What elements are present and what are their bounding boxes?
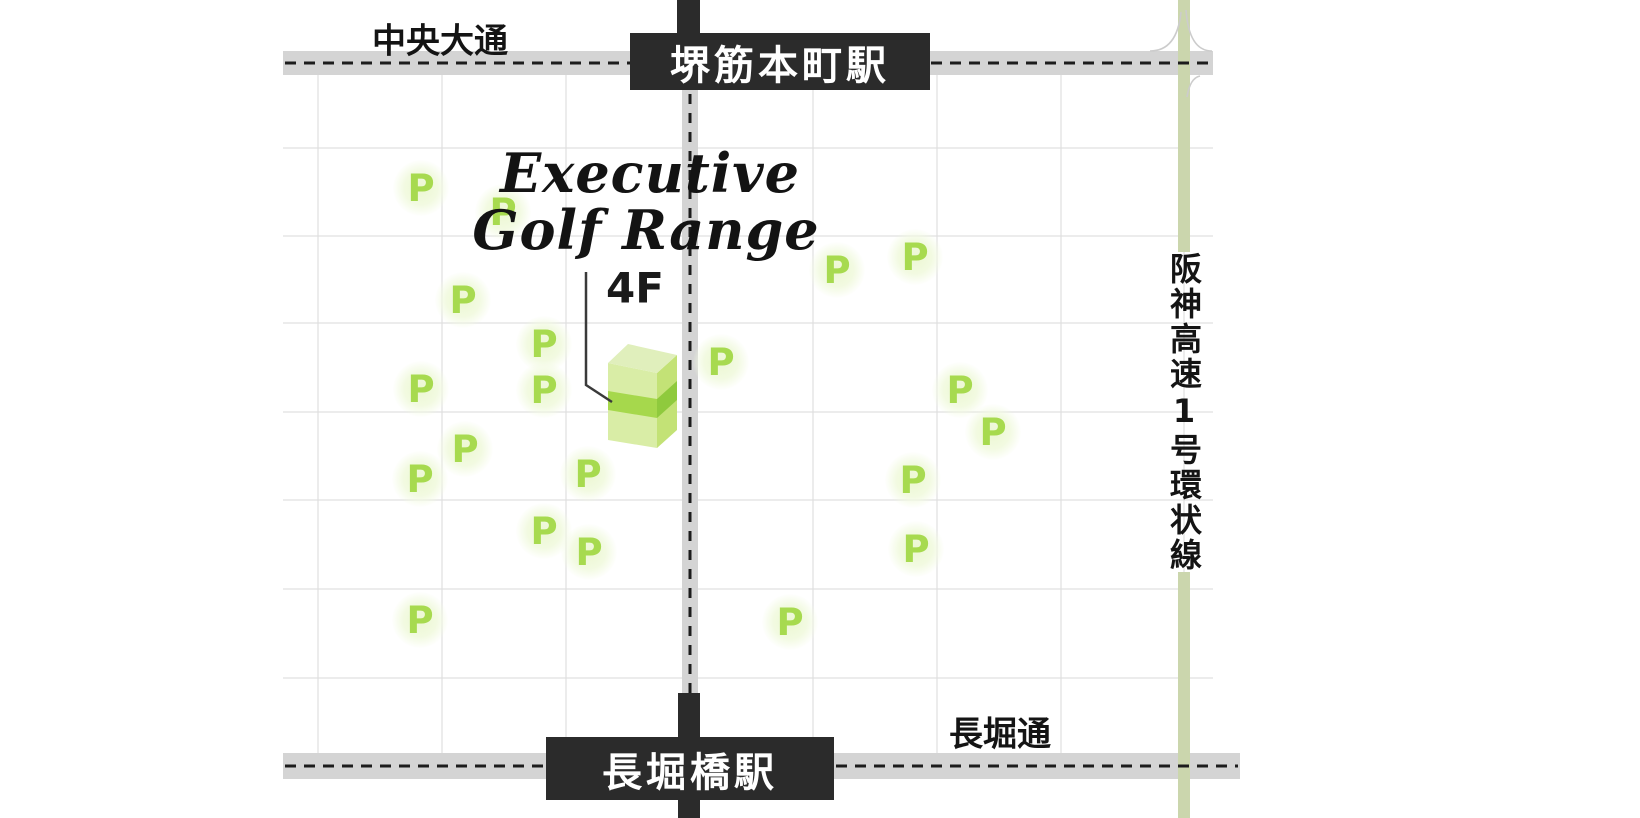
expressway-segment-top [1178,0,1190,252]
parking-letter: P [530,368,558,412]
parking-icon: P [809,242,865,298]
parking-letter: P [451,427,479,471]
parking-letter: P [406,457,434,501]
venue-title-line2: Golf Range [472,198,820,262]
parking-letter: P [979,410,1007,454]
parking-icon: P [561,524,617,580]
building-front-band-4f [608,391,657,418]
parking-letter: P [901,235,929,279]
parking-icon: P [762,594,818,650]
station-badge-sakaisuji-hommachi: 堺筋本町駅 [630,33,930,90]
parking-icon: P [393,361,449,417]
parking-letter: P [407,166,435,210]
parking-icon: P [885,452,941,508]
expressway-segment-bottom [1178,572,1190,818]
expressway-label: 阪神高速1号環状線 [1165,252,1203,573]
junction-ramp-curves [1149,9,1213,98]
parking-letter: P [574,452,602,496]
parking-icon: P [887,229,943,285]
parking-letter: P [776,600,804,644]
parking-letter: P [489,190,517,234]
parking-letter: P [823,248,851,292]
parking-icon: P [437,421,493,477]
parking-letter: P [902,527,930,571]
station-pole-bottom-lower [678,798,700,818]
floor-label: 4F [606,263,664,313]
parking-letter: P [406,598,434,642]
building-3d-icon [608,344,677,448]
station-badge-nagahoribashi: 長堀橋駅 [546,737,834,800]
floor-leader-line [584,272,613,404]
parking-letter: P [449,278,477,322]
parking-icon: P [693,334,749,390]
parking-letter: P [946,368,974,412]
parking-letter: P [530,509,558,553]
parking-icon: P [965,404,1021,460]
road-sakaisuji [682,75,698,753]
parking-icon: P [888,521,944,577]
parking-letter: P [407,367,435,411]
station-pole-top [677,0,700,35]
parking-icon: P [516,362,572,418]
station-pole-bottom-upper [678,693,700,739]
venue-title-line1: Executive [499,141,801,205]
parking-letter: P [899,458,927,502]
road-label-nagahori-dori: 長堀通 [949,714,1051,755]
building-side-band-4f [657,381,677,418]
parking-icon: P [392,451,448,507]
road-label-chuo-odori: 中央大通 [372,21,508,62]
parking-icon: P [392,592,448,648]
parking-icon: P [560,446,616,502]
building-top-face [608,344,677,373]
parking-letter: P [575,530,603,574]
parking-icon: P [435,272,491,328]
parking-icon: P [475,184,531,240]
parking-letter: P [530,322,558,366]
parking-letter: P [707,340,735,384]
parking-icon: P [393,160,449,216]
